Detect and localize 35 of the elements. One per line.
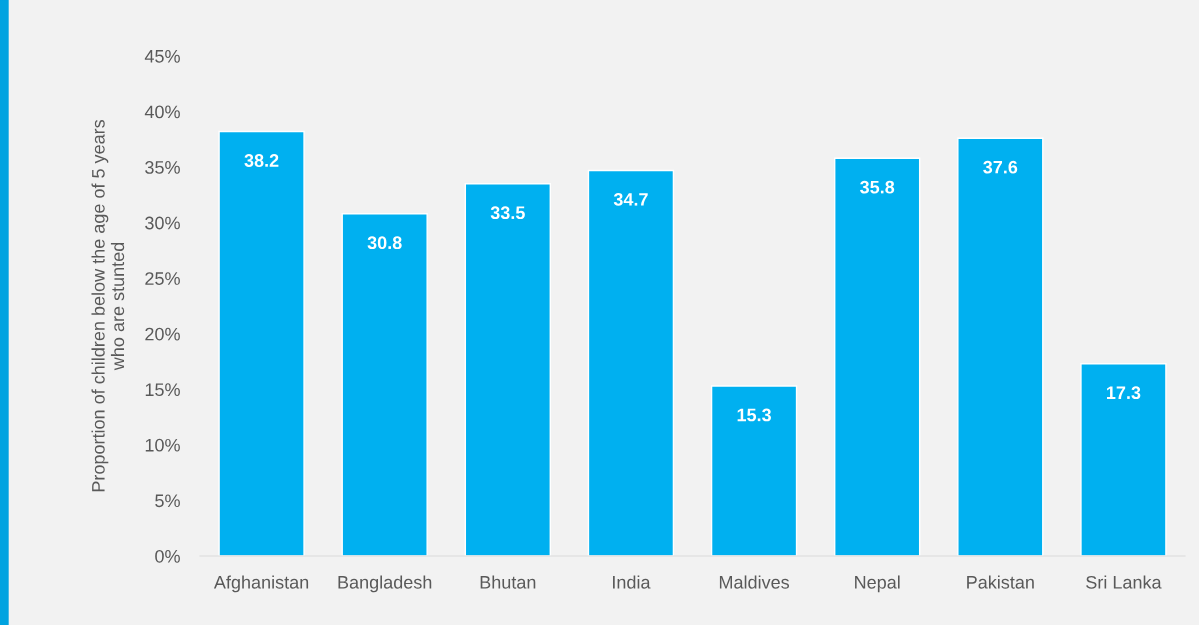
y-tick-label: 10% (145, 438, 180, 452)
data-label: 15.3 (737, 408, 771, 422)
x-tick-label: Sri Lanka (1086, 575, 1162, 589)
y-tick-label: 35% (145, 161, 180, 174)
data-label: 30.8 (367, 236, 402, 250)
y-axis-title: Proportion of children below the age of 5 years who are stunted (91, 119, 125, 492)
y-tick-label: 25% (145, 272, 180, 285)
x-tick-label: Afghanistan (213, 575, 309, 593)
x-tick-label: Pakistan (967, 575, 1034, 589)
bar (834, 157, 921, 556)
y-tick-label: 0% (155, 549, 180, 563)
bar (587, 169, 675, 556)
bar (341, 213, 428, 556)
y-tick-label: 45% (144, 50, 180, 63)
data-label: 34.7 (613, 192, 648, 206)
data-label: 33.5 (490, 206, 525, 220)
bar (710, 385, 798, 556)
y-tick-label: 30% (145, 216, 180, 230)
bar (218, 130, 305, 556)
bar (957, 137, 1044, 556)
y-tick-label: 5% (155, 494, 180, 508)
x-tick-label: Nepal (855, 575, 900, 593)
x-tick-label: Maldives (719, 575, 790, 589)
data-label: 35.8 (860, 180, 895, 194)
bar (464, 183, 551, 556)
data-label: 37.6 (983, 160, 1018, 174)
data-label: 17.3 (1107, 386, 1141, 400)
y-tick-label: 15% (145, 383, 180, 397)
data-label: 38.2 (244, 154, 279, 167)
bar (1080, 363, 1167, 556)
y-tick-label: 40% (144, 105, 180, 119)
x-tick-label: Bangladesh (338, 575, 432, 593)
y-tick-label: 20% (145, 327, 180, 341)
x-tick-label: India (613, 575, 651, 589)
x-tick-label: Bhutan (480, 575, 536, 589)
